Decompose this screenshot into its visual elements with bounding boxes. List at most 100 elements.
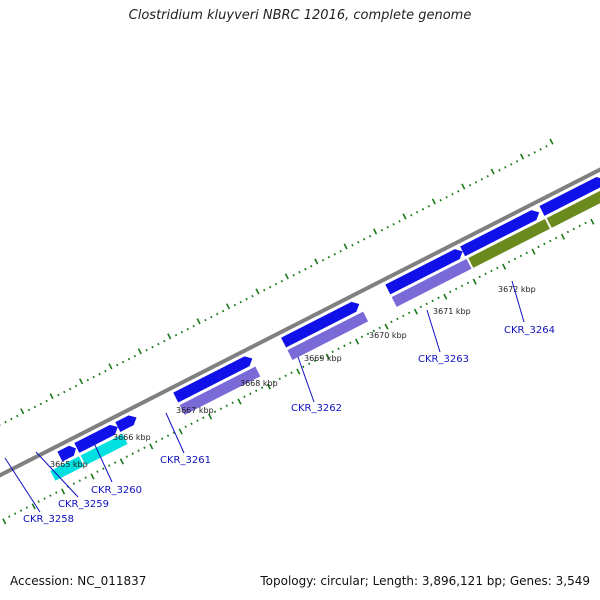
minor-tick: [496, 266, 499, 270]
minor-tick: [174, 333, 178, 337]
genome-summary-text: Topology: circular; Length: 3,896,121 bp…: [260, 574, 590, 588]
minor-tick: [268, 285, 272, 289]
cds-arrow[interactable]: [460, 207, 542, 257]
genome-backbone: [0, 134, 600, 493]
major-tick: [266, 383, 271, 390]
cog-block[interactable]: [80, 434, 128, 466]
minor-tick: [243, 395, 246, 399]
minor-tick: [466, 281, 470, 285]
minor-tick: [419, 305, 423, 309]
scale-label: 3666 kbp: [113, 433, 151, 442]
minor-tick: [484, 272, 487, 276]
minor-tick: [398, 219, 401, 223]
minor-tick: [219, 407, 223, 410]
minor-tick: [225, 404, 228, 407]
major-tick: [490, 168, 495, 175]
minor-tick: [457, 190, 460, 193]
minor-tick: [554, 236, 558, 240]
minor-tick: [519, 254, 523, 258]
minor-tick: [133, 354, 137, 358]
gene-label-ckr-3259[interactable]: CKR_3259: [58, 499, 109, 510]
minor-tick: [525, 251, 528, 255]
minor-tick: [368, 234, 372, 238]
major-tick: [255, 288, 260, 295]
gene-leader-lines: [4, 280, 525, 513]
minor-tick: [25, 506, 29, 509]
scale-label: 3670 kbp: [369, 331, 407, 340]
map-title: Clostridium kluyveri NBRC 12016, complet…: [128, 8, 472, 23]
minor-tick: [337, 347, 340, 351]
minor-tick: [572, 227, 575, 231]
minor-tick: [437, 296, 440, 300]
minor-tick: [186, 327, 189, 331]
major-tick: [431, 198, 436, 205]
minor-tick: [445, 196, 448, 199]
major-tick: [90, 473, 95, 480]
cog-block[interactable]: [179, 366, 261, 415]
major-tick: [137, 348, 142, 355]
minor-tick: [515, 160, 519, 163]
minor-tick: [239, 300, 242, 304]
cog-block[interactable]: [50, 456, 84, 481]
minor-tick: [360, 335, 364, 339]
major-tick: [119, 458, 124, 465]
minor-tick: [480, 178, 483, 181]
minor-tick: [274, 282, 278, 286]
minor-tick: [249, 392, 252, 396]
minor-tick: [172, 431, 176, 434]
gene-label-ckr-3263[interactable]: CKR_3263: [418, 354, 469, 365]
cds-arrow[interactable]: [57, 443, 78, 462]
minor-tick: [37, 500, 40, 503]
minor-tick: [357, 240, 360, 244]
minor-tick: [245, 297, 248, 301]
gene-label-ckr-3258[interactable]: CKR_3258: [23, 514, 74, 525]
gene-label-ckr-3264[interactable]: CKR_3264: [504, 325, 555, 336]
gene-label-ckr-3260[interactable]: CKR_3260: [91, 485, 142, 496]
minor-tick: [10, 417, 13, 421]
minor-tick: [578, 224, 581, 228]
cog-block[interactable]: [546, 186, 600, 228]
minor-tick: [102, 467, 105, 470]
minor-tick: [378, 326, 381, 330]
cog-block[interactable]: [468, 218, 550, 268]
cds-arrow[interactable]: [539, 174, 600, 216]
cds-arrow[interactable]: [74, 422, 120, 453]
major-tick: [49, 393, 54, 400]
major-tick: [237, 398, 242, 405]
minor-tick: [69, 387, 72, 391]
major-tick: [167, 333, 172, 340]
minor-tick: [392, 222, 395, 226]
gene-label-ckr-3262[interactable]: CKR_3262: [291, 403, 342, 414]
minor-tick: [78, 479, 81, 482]
minor-tick: [16, 414, 19, 418]
minor-tick: [280, 279, 284, 283]
cds-arrow[interactable]: [173, 354, 255, 403]
major-tick: [31, 503, 36, 510]
major-tick: [472, 278, 477, 285]
minor-tick: [396, 317, 399, 321]
minor-tick: [121, 360, 125, 364]
minor-tick: [33, 405, 37, 409]
inner-tick-ring: [2, 218, 595, 525]
minor-tick: [137, 449, 140, 452]
cog-block[interactable]: [391, 258, 472, 307]
minor-tick: [402, 314, 405, 318]
minor-tick: [180, 330, 184, 334]
cds-arrow[interactable]: [385, 246, 465, 295]
major-tick: [402, 213, 407, 220]
minor-tick: [19, 509, 23, 512]
minor-tick: [113, 461, 117, 464]
minor-tick: [196, 419, 199, 422]
cds-arrow[interactable]: [281, 299, 362, 348]
cds-arrow[interactable]: [115, 413, 139, 432]
minor-tick: [145, 348, 148, 352]
minor-tick: [407, 311, 411, 315]
minor-tick: [310, 264, 313, 268]
minor-tick: [504, 166, 507, 169]
cog-block[interactable]: [287, 311, 369, 360]
minor-tick: [231, 401, 234, 405]
minor-tick: [108, 464, 111, 467]
minor-tick: [39, 402, 42, 406]
gene-label-ckr-3261[interactable]: CKR_3261: [160, 455, 211, 466]
